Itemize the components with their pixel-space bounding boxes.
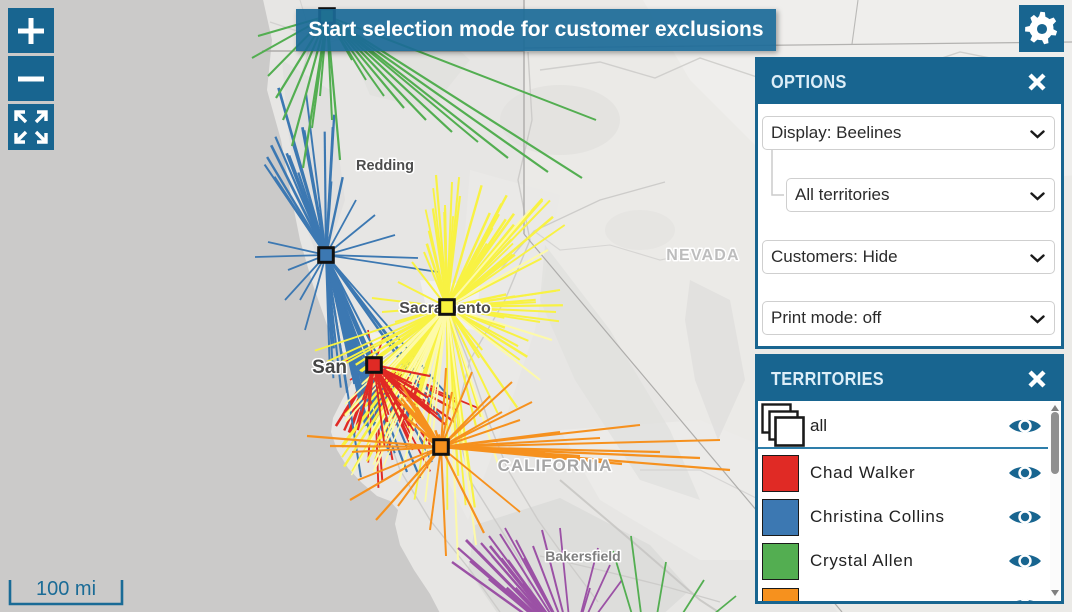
svg-text:100 mi: 100 mi [36, 578, 96, 600]
svg-text:NEVADA: NEVADA [666, 247, 740, 264]
svg-text:Redding: Redding [356, 158, 414, 174]
svg-text:San: San [312, 357, 347, 378]
svg-text:Bakersfield: Bakersfield [545, 548, 620, 564]
svg-text:CALIFORNIA: CALIFORNIA [498, 456, 613, 475]
